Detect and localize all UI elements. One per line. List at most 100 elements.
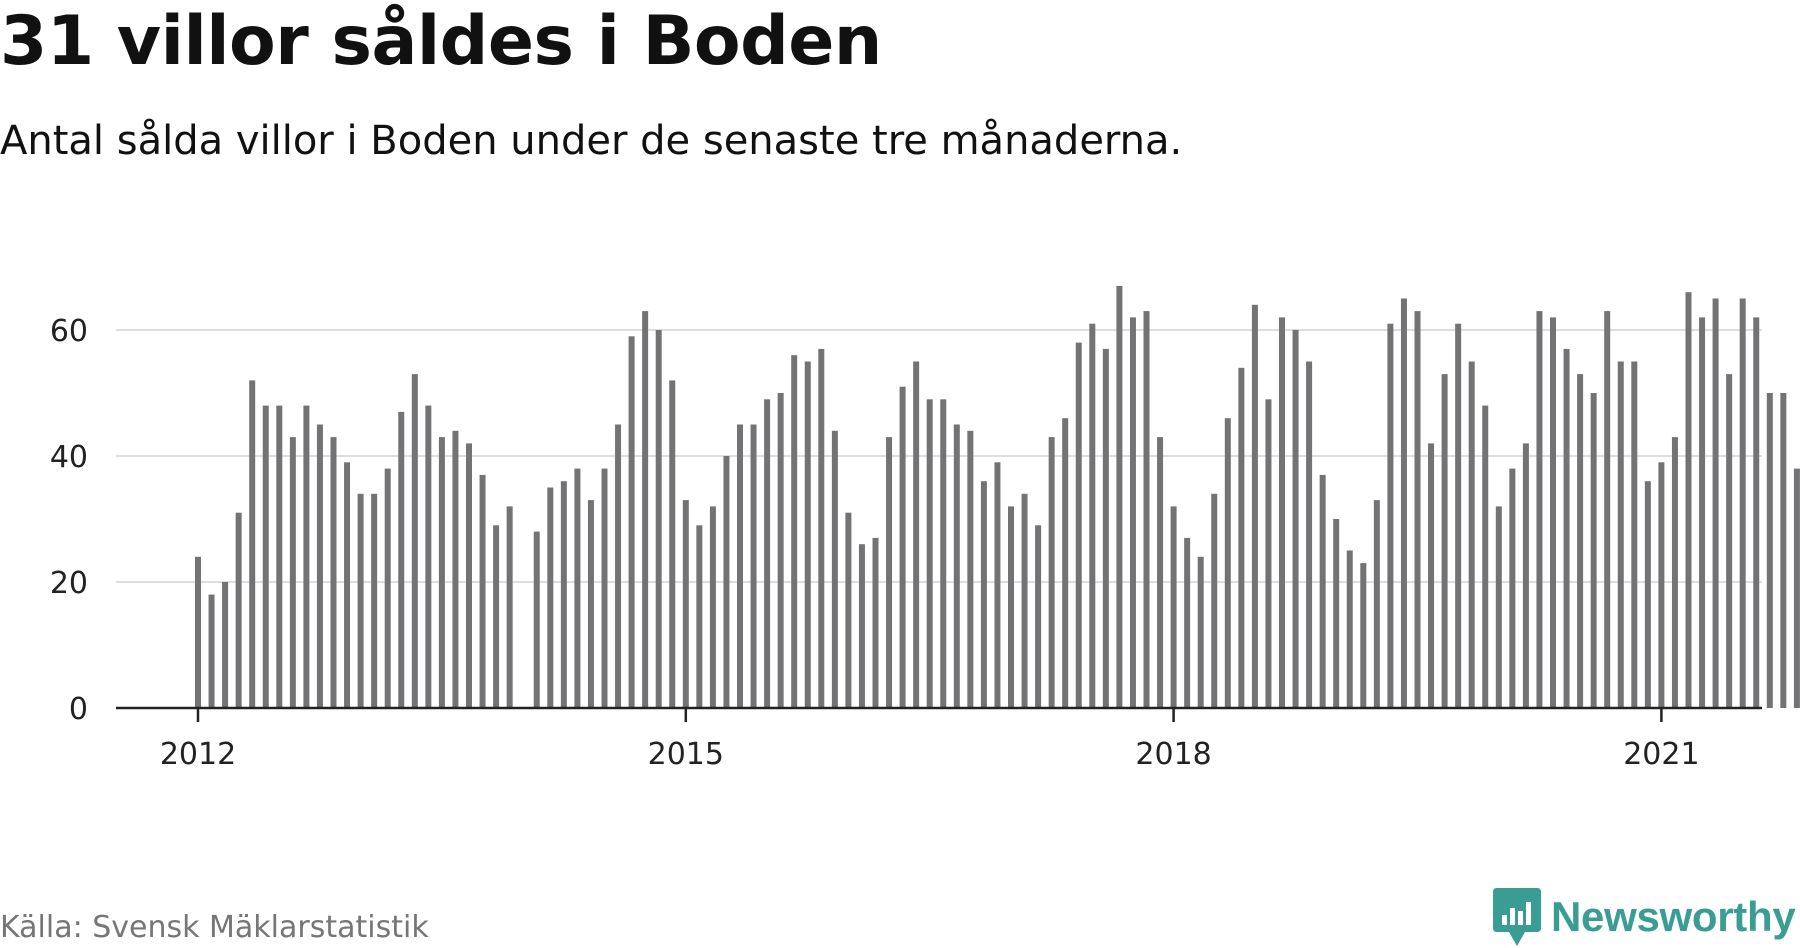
bar [1509,468,1516,708]
bar [1251,304,1258,708]
y-tick-label: 20 [50,566,88,601]
bar [1631,361,1638,708]
bar [208,594,215,708]
chart-subtitle: Antal sålda villor i Boden under de sena… [0,118,1183,164]
bar [222,582,229,708]
newsworthy-logo: Newsworthy [1493,887,1796,947]
bar [398,411,405,708]
bar [574,468,581,708]
bar-series [195,285,1800,708]
bar [642,311,649,708]
bar [1550,317,1556,708]
bar [655,330,662,708]
bar [1184,537,1191,708]
bar [601,468,608,708]
bar [1428,443,1435,708]
bar [479,474,486,708]
y-tick-label: 60 [50,314,88,349]
bar [750,424,757,708]
bar [1712,298,1719,708]
bar [899,386,906,708]
bar [195,556,201,708]
x-tick-label: 2012 [160,737,236,772]
bar [493,525,500,708]
bar [953,424,960,708]
bar [1224,418,1231,708]
bar [547,487,554,708]
bar [1265,399,1272,708]
bar [1468,361,1475,708]
bar [1346,550,1353,708]
bar [1008,506,1014,708]
y-axis-labels: 0 20 40 60 [50,314,88,727]
bar [1590,393,1597,708]
bar [709,506,716,708]
bar [316,424,323,708]
bar [1658,462,1665,708]
bar [669,380,676,708]
x-tick-label: 2015 [648,737,724,772]
bar [1753,317,1760,708]
bar [330,437,337,708]
bar [1333,519,1340,708]
y-tick-label: 40 [50,440,88,475]
bar [1644,481,1651,708]
bar [587,500,594,708]
bar [1699,317,1706,708]
newsworthy-logo-icon [1493,888,1541,946]
bar [1021,493,1028,708]
bar [804,361,811,708]
bar [1604,311,1611,708]
bar [1143,311,1150,708]
bar [303,405,310,708]
bar [1129,317,1136,708]
bar [1793,468,1800,708]
bar [845,512,852,708]
x-axis-labels: 20122015201820212023 [160,737,1700,772]
bar [994,462,1001,708]
y-tick-label: 0 [69,692,88,727]
x-tick-label: 2021 [1623,737,1699,772]
bar [384,468,391,708]
bar [723,456,730,708]
bar [818,348,825,708]
bar [926,399,933,708]
bar [1726,374,1733,708]
bar [1563,348,1570,708]
bar [1441,374,1448,708]
bar [466,443,472,708]
bar [980,481,987,708]
bar [777,393,784,708]
bar [1617,361,1624,708]
bar [1780,393,1787,708]
bar [344,462,351,708]
bar [1048,437,1055,708]
bar [886,437,893,708]
bar [1522,443,1529,708]
bar [1577,374,1584,708]
bar [276,405,283,708]
bar [831,430,838,708]
bar [1360,563,1367,708]
bar [1035,525,1042,708]
bar [858,544,865,708]
bar [628,336,635,708]
bar [1279,317,1285,708]
bar [1685,292,1692,708]
bar [411,374,418,708]
bar [249,380,256,708]
bar [1075,342,1082,708]
bar [1197,556,1204,708]
newsworthy-wordmark: Newsworthy [1551,893,1796,940]
x-axis [116,706,1762,722]
bar [1373,500,1380,708]
bar [1739,298,1746,708]
bar [1495,506,1502,708]
bar [1536,311,1543,708]
bar [1387,323,1394,708]
bar [1306,361,1313,708]
bar [872,537,879,708]
bar [940,399,947,708]
bar [560,481,567,708]
bar [438,437,445,708]
